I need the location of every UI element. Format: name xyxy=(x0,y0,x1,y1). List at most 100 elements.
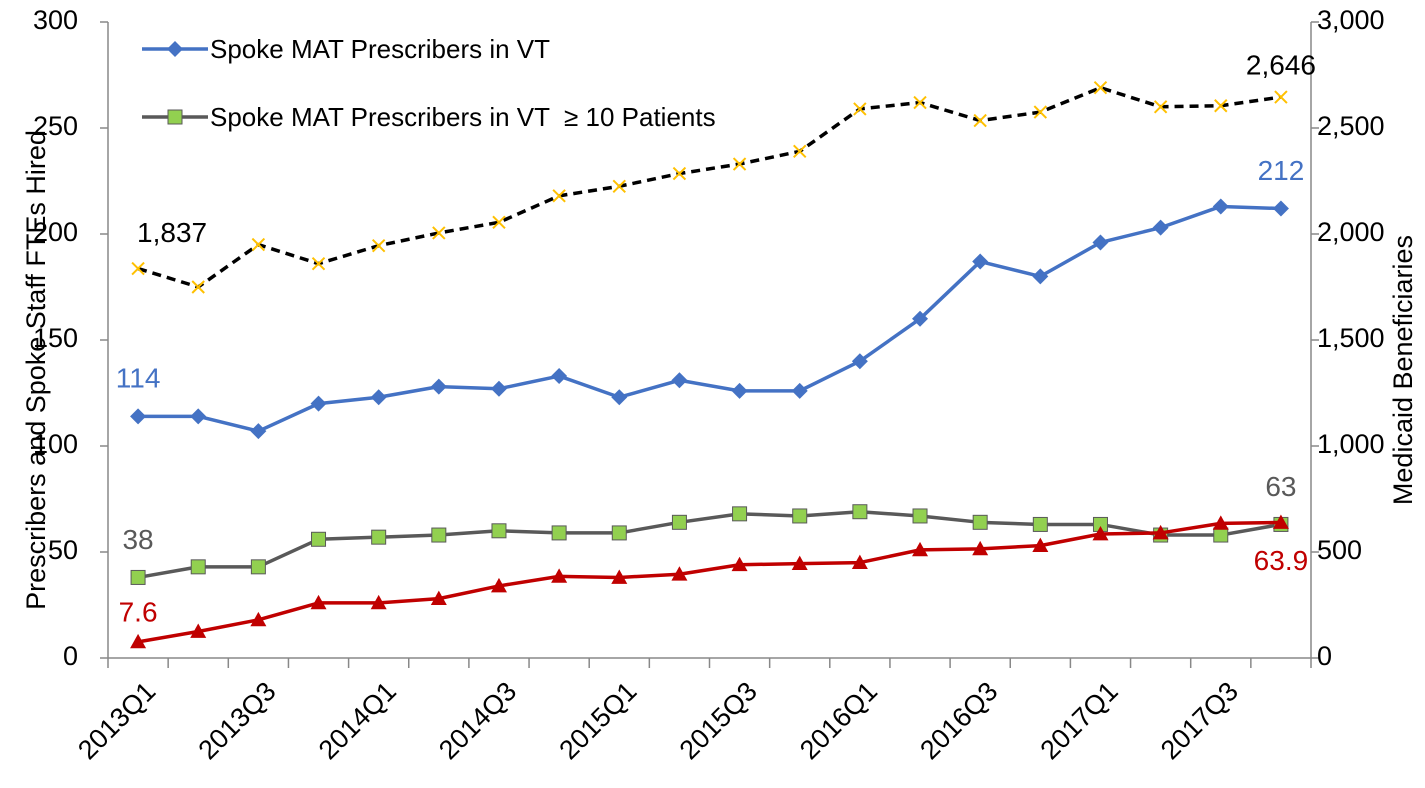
marker xyxy=(130,408,147,425)
x-tick-label: 2014Q1 xyxy=(313,676,402,765)
marker xyxy=(732,506,748,522)
marker xyxy=(167,109,183,125)
y-tick-label: 150 xyxy=(33,323,78,353)
y2-axis-title: Medicaid Beneficiaries xyxy=(1388,235,1418,505)
marker xyxy=(1152,219,1169,236)
marker xyxy=(492,215,506,230)
marker xyxy=(1032,516,1048,532)
y-tick-label: 0 xyxy=(63,641,78,671)
marker xyxy=(912,541,929,557)
marker xyxy=(791,382,808,399)
y-tick-label: 300 xyxy=(33,5,78,35)
marker xyxy=(130,633,147,649)
marker xyxy=(791,555,808,571)
marker xyxy=(491,523,507,539)
marker xyxy=(370,389,387,406)
marker xyxy=(851,554,868,569)
marker xyxy=(370,594,387,610)
marker xyxy=(190,408,207,425)
marker xyxy=(131,261,145,276)
marker xyxy=(310,594,327,610)
legend-label: Spoke MAT Prescribers in VT ≥ 10 Patient… xyxy=(210,102,716,132)
marker xyxy=(611,389,628,406)
marker xyxy=(551,568,568,583)
y-tick-label: 250 xyxy=(33,111,78,141)
marker xyxy=(1153,100,1168,114)
y-tick-label: 50 xyxy=(48,535,78,565)
series-line xyxy=(137,509,1282,580)
data-label: 1,837 xyxy=(137,217,207,248)
marker xyxy=(551,525,567,541)
legend-entry: Spoke MAT Prescribers in VT ≥ 10 Patient… xyxy=(140,98,740,136)
y-tick-label: 200 xyxy=(33,217,78,247)
marker xyxy=(1092,234,1109,251)
marker xyxy=(430,590,447,606)
marker xyxy=(671,514,687,530)
marker xyxy=(310,395,327,412)
marker xyxy=(1272,514,1289,529)
marker xyxy=(973,113,987,128)
data-label: 212 xyxy=(1258,155,1305,186)
marker xyxy=(190,559,206,575)
data-label: 38 xyxy=(122,524,153,555)
marker xyxy=(1093,81,1108,95)
x-tick-label: 2016Q1 xyxy=(794,676,883,765)
y2-tick-label: 1,000 xyxy=(1317,429,1385,459)
marker xyxy=(611,569,628,584)
marker xyxy=(731,556,748,572)
marker xyxy=(1152,524,1169,540)
marker xyxy=(251,237,266,252)
marker xyxy=(972,253,989,270)
x-tick-label: 2013Q3 xyxy=(192,676,281,765)
marker xyxy=(732,157,747,171)
marker xyxy=(1272,200,1289,217)
marker xyxy=(912,508,928,524)
marker xyxy=(793,144,807,159)
marker xyxy=(551,368,568,385)
series-line xyxy=(137,85,1282,289)
marker xyxy=(1214,99,1228,113)
marker xyxy=(913,95,927,110)
marker xyxy=(432,226,446,240)
series-line xyxy=(137,520,1281,644)
x-tick-label: 2017Q1 xyxy=(1035,676,1124,765)
legend-swatch xyxy=(142,41,208,57)
y2-tick-label: 0 xyxy=(1317,641,1332,671)
marker xyxy=(190,623,207,638)
marker xyxy=(490,380,507,397)
marker xyxy=(972,514,988,530)
marker xyxy=(792,508,808,524)
marker xyxy=(250,611,267,627)
marker xyxy=(1032,537,1049,553)
x-tick-label: 2013Q1 xyxy=(72,676,161,765)
marker xyxy=(912,310,929,327)
legend-label: Spoke MAT Prescribers in VT xyxy=(210,34,551,64)
marker xyxy=(1274,90,1288,104)
y2-tick-label: 1,500 xyxy=(1317,323,1385,353)
marker xyxy=(672,166,687,181)
marker xyxy=(430,378,447,395)
marker xyxy=(611,525,627,541)
data-label: 63.9 xyxy=(1254,545,1309,576)
data-label: 63 xyxy=(1265,471,1296,502)
x-tick-label: 2014Q3 xyxy=(433,676,522,765)
marker xyxy=(851,353,868,370)
x-tick-label: 2017Q3 xyxy=(1155,676,1244,765)
legend: Spoke MAT Prescribers in VT Spoke MAT Pre… xyxy=(140,30,740,166)
legend-swatch xyxy=(142,109,208,125)
series-line xyxy=(138,204,1281,433)
x-tick-label: 2015Q3 xyxy=(674,676,763,765)
marker xyxy=(1212,515,1229,530)
marker xyxy=(1092,525,1109,541)
y-tick-label: 100 xyxy=(33,429,78,459)
y2-tick-label: 2,500 xyxy=(1317,111,1385,141)
marker xyxy=(671,372,688,389)
x-tick-label: 2015Q1 xyxy=(553,676,642,765)
marker xyxy=(490,577,507,593)
data-label: 2,646 xyxy=(1246,49,1316,80)
y2-tick-label: 3,000 xyxy=(1317,5,1385,35)
y-axis-title: Prescribers and Spoke Staff FTEs Hired xyxy=(21,130,51,610)
marker xyxy=(671,566,688,581)
marker xyxy=(852,504,868,520)
marker xyxy=(1033,105,1048,119)
